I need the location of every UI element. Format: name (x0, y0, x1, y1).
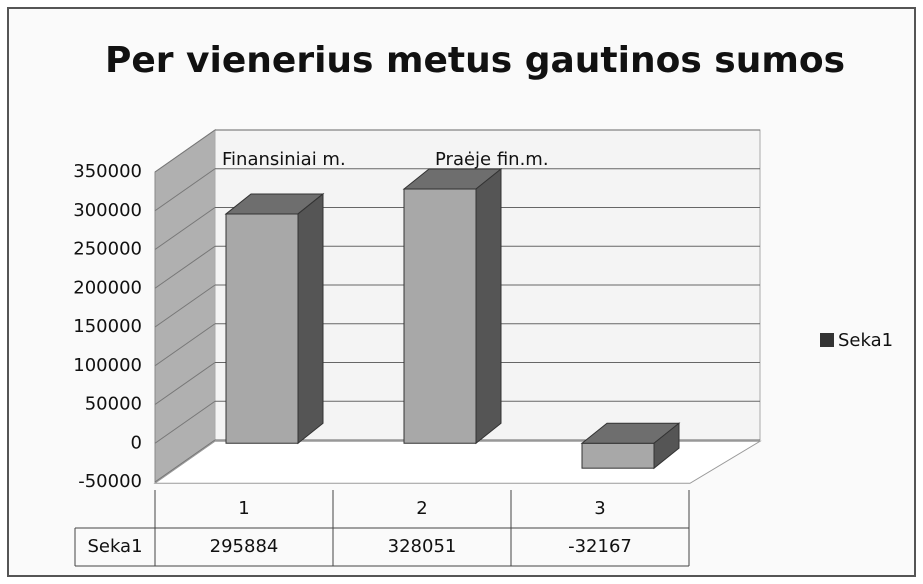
side-grid-line (154, 284, 216, 328)
side-grid-line (154, 362, 216, 405)
table-value: -32167 (568, 536, 632, 557)
legend-swatch (820, 333, 834, 347)
y-tick-label: 150000 (73, 316, 142, 337)
table-grid (74, 490, 690, 567)
x-tick-label: 2 (416, 498, 427, 519)
side-grid-line (154, 245, 216, 289)
y-tick-label: 200000 (73, 277, 142, 298)
side-grid-line (154, 439, 216, 483)
y-tick-label: 100000 (73, 355, 142, 376)
side-grid-line (154, 129, 216, 173)
bar-side (653, 422, 680, 470)
bar-side (475, 167, 502, 445)
chart-title: Per vienerius metus gautinos sumos (105, 40, 845, 81)
y-tick-label: 50000 (85, 394, 142, 415)
table-value: 295884 (210, 536, 279, 557)
x-tick-label: 1 (238, 498, 249, 519)
bar (225, 213, 299, 444)
y-tick-label: 0 (131, 432, 142, 453)
side-grid-line (154, 323, 216, 367)
table-value: 328051 (388, 536, 457, 557)
bar (581, 442, 655, 469)
bar-side (297, 192, 324, 445)
side-grid-line (154, 400, 216, 444)
y-tick-label: 350000 (73, 161, 142, 182)
bar (403, 188, 477, 444)
x-tick-label: 3 (594, 498, 605, 519)
annotation: Praėje fin.m. (435, 149, 549, 170)
y-tick-label: 300000 (73, 200, 142, 221)
side-grid-line (154, 168, 216, 212)
legend-label: Seka1 (838, 330, 893, 351)
y-tick-label: 250000 (73, 239, 142, 260)
annotation: Finansiniai m. (222, 149, 346, 170)
table-series-name: Seka1 (87, 536, 142, 557)
side-grid-line (154, 207, 216, 250)
y-tick-label: -50000 (78, 471, 142, 492)
